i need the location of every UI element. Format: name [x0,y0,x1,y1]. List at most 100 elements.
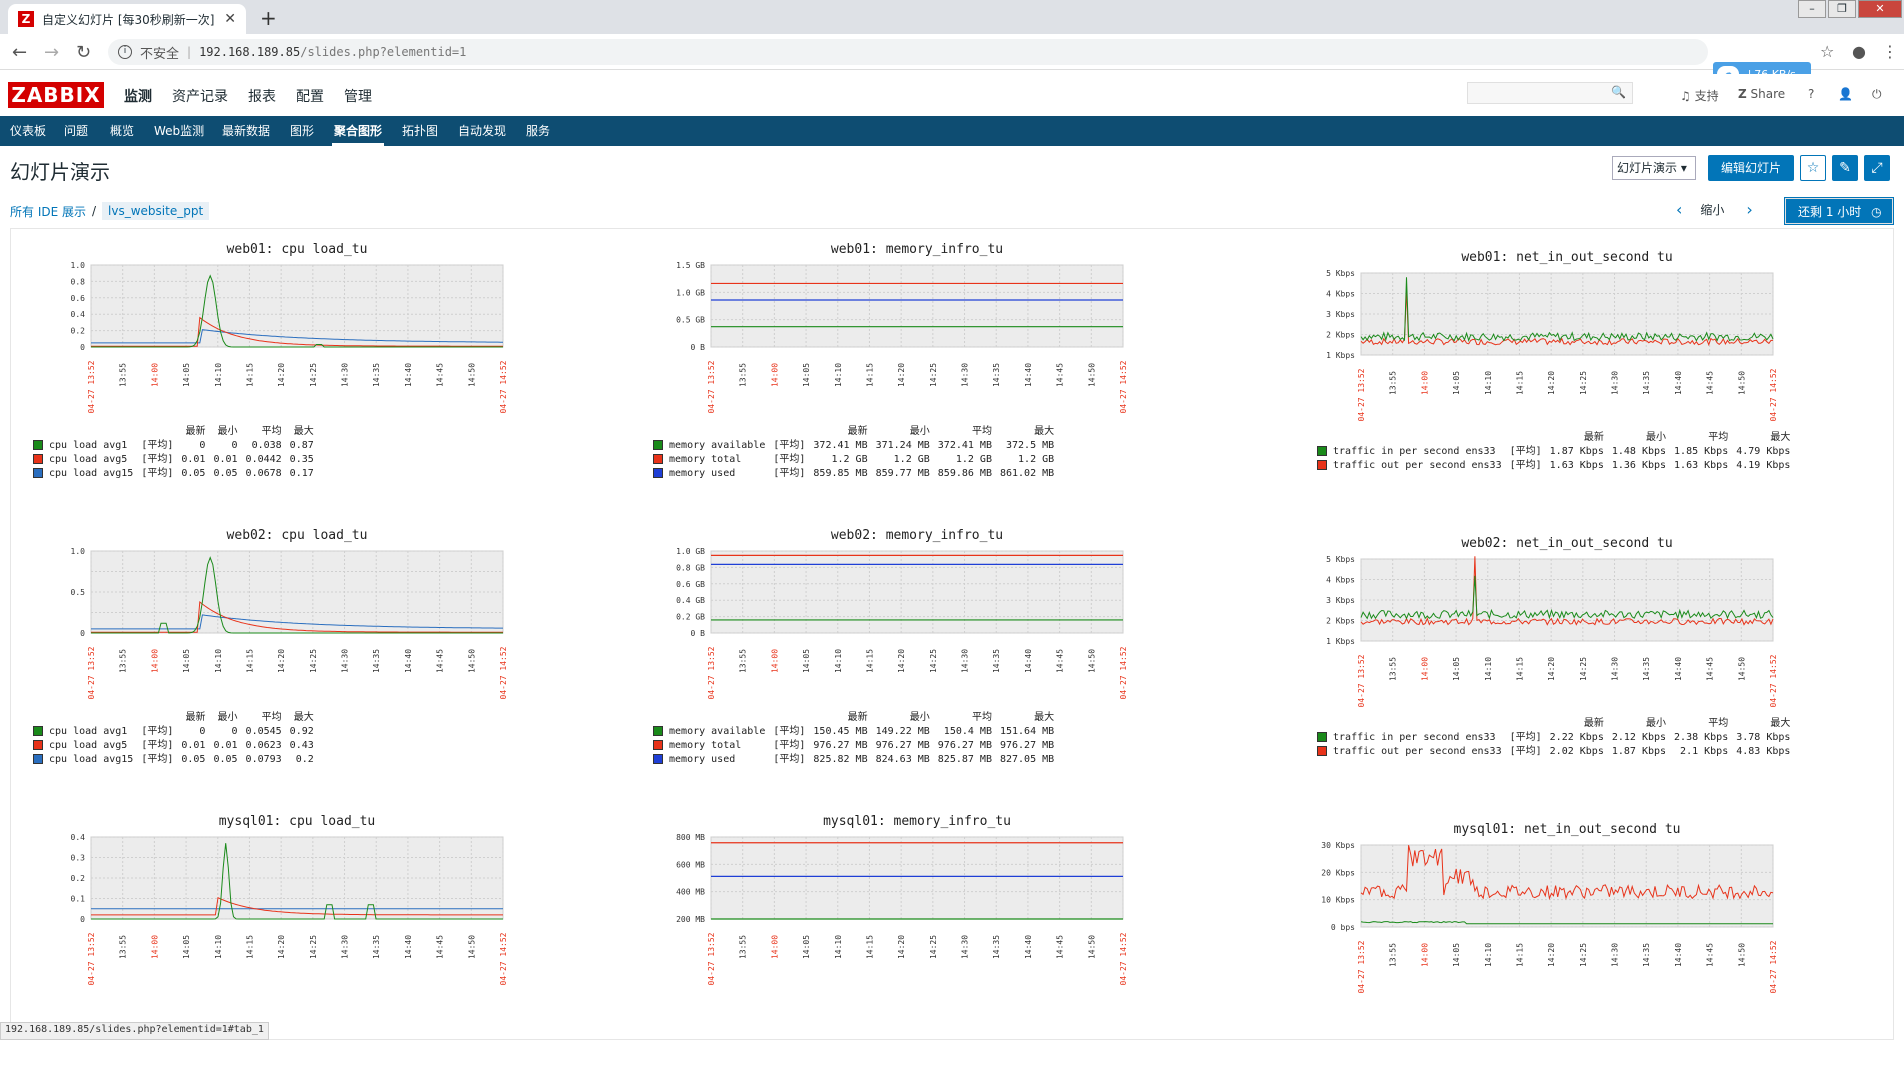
legend-header-min: 最小 [1646,432,1667,443]
close-tab-icon[interactable]: ✕ [224,11,236,27]
subnav-screens[interactable]: 聚合图形 [332,116,385,146]
legend-header-avg: 平均 [261,426,282,437]
slideshow-select[interactable]: 幻灯片演示 ▾ [1612,156,1696,180]
favorite-star-icon[interactable]: ☆ [1800,155,1826,181]
series-avg1-line [91,274,503,348]
menu-reports[interactable]: 报表 [248,89,276,105]
browser-tab[interactable]: Z 自定义幻灯片 [每30秒刷新一次] ✕ [8,4,246,34]
x-tick-label: 14:40 [1024,935,1033,959]
prev-period-icon[interactable]: ‹ [1676,200,1683,219]
x-tick-label: 14:30 [961,363,970,387]
legend-value: 0.05 [181,468,206,479]
breadcrumb-current[interactable]: lvs_website_ppt [102,202,210,220]
menu-configuration[interactable]: 配置 [296,89,324,105]
info-icon[interactable]: i [118,45,132,59]
subnav-overview[interactable]: 概览 [110,124,135,138]
x-tick-label: 14:45 [1706,657,1715,681]
x-tick-label: 14:00 [770,649,779,673]
x-tick-label: 14:15 [1515,657,1524,681]
url-path: /slides.php?elementid=1 [300,45,467,59]
x-tick-label: 14:00 [770,935,779,959]
legend-value: 1.87 Kbps [1611,746,1667,757]
edit-slideshow-button[interactable]: 编辑幻灯片 [1708,155,1794,181]
legend-value: 2.02 Kbps [1549,746,1604,757]
legend-header-last: 最新 [185,712,206,723]
restore-icon[interactable]: ❐ [1828,0,1856,18]
zabbix-logo[interactable]: ZABBIX [8,82,104,108]
legend-row: memory total [平均] 976.27 MB 976.27 MB 976.27… [649,739,1058,753]
series-avg5-line [91,316,503,347]
y-tick-label: 3 Kbps [1326,310,1355,319]
back-1-hour-button[interactable]: 还剩 1 小时 ◷ [1784,197,1894,225]
legend-value: 825.87 MB [937,754,992,765]
minimize-icon[interactable]: – [1798,0,1826,18]
y-tick-label: 600 MB [676,860,705,869]
help-link[interactable]: ? [1808,87,1815,101]
graph-legend: 最新 最小 平均 最大 cpu load avg1 [平均] 0 0 0.0545 0.92 c… [29,711,318,767]
x-tick-label: 14:35 [372,935,381,959]
x-tick-label: 14:05 [182,935,191,959]
user-profile-icon[interactable]: 👤 [1838,87,1853,101]
x-tick-label: 14:00 [770,363,779,387]
wrench-icon[interactable]: ✎ [1832,155,1858,181]
back-arrow-icon[interactable]: ← [12,42,28,63]
sign-out-icon[interactable]: ⏻ [1872,87,1882,101]
support-link[interactable]: ♫ 支持 [1680,87,1719,104]
menu-administration[interactable]: 管理 [344,89,372,105]
reload-icon[interactable]: ↻ [76,42,92,63]
browser-menu-icon[interactable]: ⋮ [1882,42,1898,61]
next-period-icon[interactable]: › [1746,200,1753,219]
fullscreen-icon[interactable]: ⤢ [1864,155,1890,181]
graph-web02-net-in-out-second-tu: web02: net_in_out_second tu 13:55 14:00 14:… [1261,515,1881,800]
window-controls: – ❐ ✕ [1798,0,1904,18]
x-tick-label: 14:10 [214,363,223,387]
legend-value: 859.86 MB [937,468,992,479]
menu-monitoring[interactable]: 监测 [124,89,152,105]
search-icon[interactable]: 🔍 [1611,85,1626,99]
url-bar[interactable]: i 不安全 | 192.168.189.85/slides.php?elemen… [108,39,1708,65]
legend-series-cell: memory total [649,453,769,467]
window-close-icon[interactable]: ✕ [1858,0,1902,18]
legend-value: 859.85 MB [813,468,868,479]
x-tick-label: 14:10 [214,649,223,673]
graph-mysql01-cpu-load-tu: mysql01: cpu load_tu 13:55 14:00 14:05 14:10… [11,801,631,1086]
breadcrumb-root[interactable]: 所有 IDE 展示 [10,204,86,219]
global-search-input[interactable]: 🔍 [1467,82,1633,104]
subnav-latest-data[interactable]: 最新数据 [222,124,271,138]
graph-legend: 最新 最小 平均 最大 memory available [平均] 372.41 MB 37… [649,425,1058,481]
legend-row: traffic out per second ens33 [平均] 2.02 Kbp… [1313,745,1794,759]
subnav-services[interactable]: 服务 [526,124,551,138]
x-range-label: 04-27 14:52 [1769,654,1778,707]
legend-header-blank [1506,431,1546,445]
share-link[interactable]: Z Share [1738,87,1785,101]
zoom-out-button[interactable]: 缩小 [1700,203,1725,217]
legend-series-cell: memory available [649,439,769,453]
star-bookmark-icon[interactable]: ☆ [1820,42,1835,61]
y-tick-label: 1 Kbps [1326,637,1355,646]
x-tick-label: 14:50 [467,935,476,959]
legend-value: 1.36 Kbps [1611,460,1667,471]
legend-header-blank [29,425,137,439]
menu-inventory[interactable]: 资产记录 [172,89,228,105]
x-range-label: 04-27 13:52 [87,932,96,985]
subnav-web[interactable]: Web监测 [154,124,205,138]
subnav-graphs[interactable]: 图形 [290,124,315,138]
status-bar-url: 192.168.189.85/slides.php?elementid=1#ta… [0,1022,269,1040]
subnav-problems[interactable]: 问题 [64,124,89,138]
forward-arrow-icon[interactable]: → [44,42,60,63]
x-range-label: 04-27 14:52 [499,932,508,985]
legend-value: 976.27 MB [813,740,868,751]
account-icon[interactable]: ● [1852,42,1866,61]
legend-series-name: traffic out per second ens33 [1327,460,1502,471]
subnav-dashboard[interactable]: 仪表板 [10,124,47,138]
legend-function: [平均] [773,468,806,479]
y-tick-label: 0.2 GB [676,613,705,622]
new-tab-button[interactable]: + [260,6,277,30]
x-tick-label: 14:05 [802,935,811,959]
x-tick-label: 14:05 [1452,657,1461,681]
subnav-discovery[interactable]: 自动发现 [458,124,507,138]
subnav-maps[interactable]: 拓扑图 [402,124,439,138]
legend-series-name: memory total [663,454,742,465]
legend-value: 0.17 [289,468,314,479]
x-tick-label: 13:55 [739,649,748,673]
